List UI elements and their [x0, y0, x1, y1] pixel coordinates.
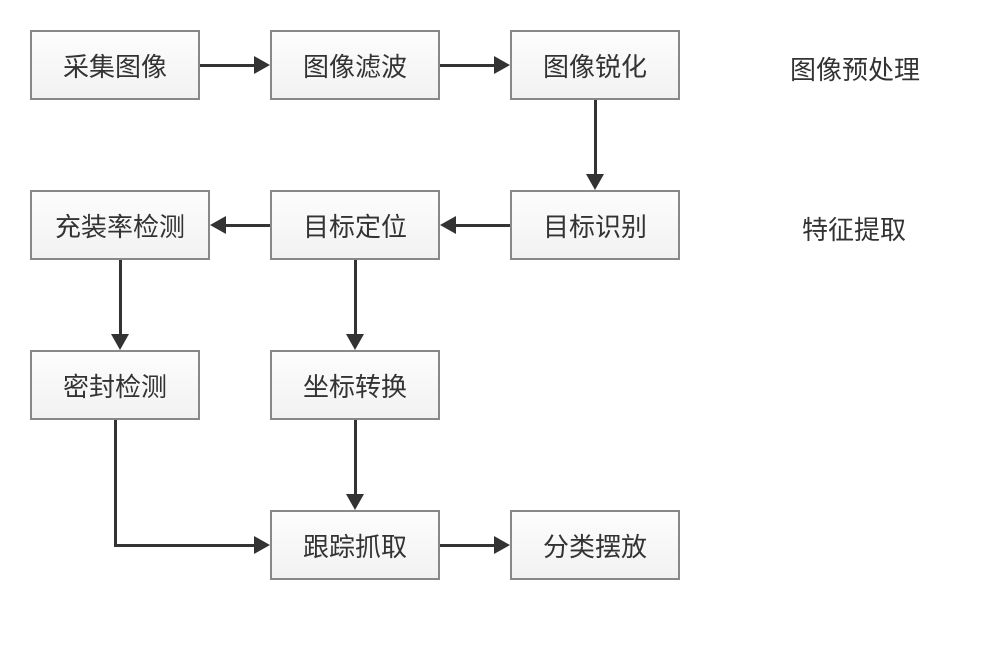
- node-label: 密封检测: [63, 367, 167, 404]
- node-label: 跟踪抓取: [303, 527, 407, 564]
- node-label: 采集图像: [63, 47, 167, 84]
- node-n6: 目标识别: [510, 190, 680, 260]
- node-n3: 图像锐化: [510, 30, 680, 100]
- node-n9: 跟踪抓取: [270, 510, 440, 580]
- node-n2: 图像滤波: [270, 30, 440, 100]
- node-label: 分类摆放: [543, 527, 647, 564]
- side-label-l2: 特征提取: [802, 210, 906, 247]
- node-label: 充装率检测: [55, 207, 185, 244]
- node-label: 图像锐化: [543, 47, 647, 84]
- node-n8: 坐标转换: [270, 350, 440, 420]
- node-label: 目标识别: [543, 207, 647, 244]
- node-n1: 采集图像: [30, 30, 200, 100]
- side-label-l1: 图像预处理: [790, 50, 920, 87]
- node-n7: 密封检测: [30, 350, 200, 420]
- node-n4: 充装率检测: [30, 190, 210, 260]
- node-n10: 分类摆放: [510, 510, 680, 580]
- flowchart-canvas: 采集图像 图像滤波 图像锐化充装率检测 目标定位 目标识别密封检测 坐标转换跟踪抓取 分类摆…: [0, 0, 1000, 651]
- node-label: 坐标转换: [303, 367, 407, 404]
- node-n5: 目标定位: [270, 190, 440, 260]
- node-label: 图像滤波: [303, 47, 407, 84]
- node-label: 目标定位: [303, 207, 407, 244]
